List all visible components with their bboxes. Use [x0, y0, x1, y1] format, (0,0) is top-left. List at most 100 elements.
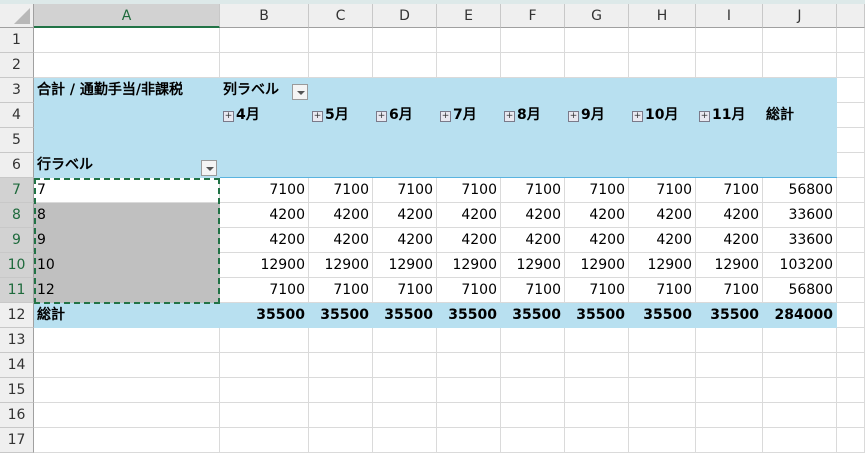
- cell[interactable]: [629, 53, 696, 78]
- cell[interactable]: [437, 28, 501, 53]
- cell[interactable]: [565, 78, 629, 103]
- pivot-column-total[interactable]: 35500: [696, 303, 763, 328]
- pivot-column-total[interactable]: 35500: [220, 303, 309, 328]
- pivot-value[interactable]: 12900: [565, 253, 629, 278]
- pivot-value[interactable]: 4200: [696, 203, 763, 228]
- cell[interactable]: [437, 78, 501, 103]
- column-labels-filter-dropdown[interactable]: [292, 84, 308, 100]
- cell[interactable]: [696, 53, 763, 78]
- row-header-8[interactable]: 8: [0, 203, 34, 228]
- pivot-value[interactable]: 7100: [501, 278, 565, 303]
- cell[interactable]: [220, 428, 309, 453]
- expand-icon[interactable]: +: [568, 111, 579, 122]
- cell[interactable]: [309, 378, 373, 403]
- row-header-7[interactable]: 7: [0, 178, 34, 203]
- column-header-J[interactable]: J: [763, 4, 837, 28]
- pivot-month-header[interactable]: +11月: [696, 103, 763, 128]
- row-header-3[interactable]: 3: [0, 78, 34, 103]
- pivot-value[interactable]: 4200: [373, 203, 437, 228]
- cell[interactable]: [837, 303, 865, 328]
- cell[interactable]: [629, 428, 696, 453]
- cell[interactable]: [437, 428, 501, 453]
- pivot-value[interactable]: 7100: [373, 178, 437, 203]
- cell[interactable]: [437, 53, 501, 78]
- pivot-month-header[interactable]: +5月: [309, 103, 373, 128]
- cell[interactable]: [565, 428, 629, 453]
- cell[interactable]: [309, 153, 373, 178]
- cell[interactable]: [565, 378, 629, 403]
- pivot-month-header[interactable]: +8月: [501, 103, 565, 128]
- cell[interactable]: [34, 353, 220, 378]
- cell[interactable]: [837, 278, 865, 303]
- cell[interactable]: [763, 353, 837, 378]
- row-header-12[interactable]: 12: [0, 303, 34, 328]
- pivot-value[interactable]: 7100: [629, 178, 696, 203]
- cell[interactable]: [763, 328, 837, 353]
- pivot-column-total[interactable]: 35500: [629, 303, 696, 328]
- pivot-grand-total-label[interactable]: 総計: [34, 303, 220, 328]
- pivot-value[interactable]: 4200: [501, 228, 565, 253]
- cell[interactable]: [629, 378, 696, 403]
- row-header-15[interactable]: 15: [0, 378, 34, 403]
- pivot-value[interactable]: 4200: [565, 228, 629, 253]
- cell[interactable]: [501, 403, 565, 428]
- cell[interactable]: [309, 78, 373, 103]
- cell[interactable]: [696, 403, 763, 428]
- pivot-value[interactable]: 12900: [309, 253, 373, 278]
- cell[interactable]: [437, 378, 501, 403]
- column-header-E[interactable]: E: [437, 4, 501, 28]
- pivot-column-total[interactable]: 35500: [373, 303, 437, 328]
- pivot-row-key[interactable]: 9: [34, 228, 220, 253]
- cell[interactable]: [763, 378, 837, 403]
- expand-icon[interactable]: +: [632, 111, 643, 122]
- cell[interactable]: [565, 28, 629, 53]
- cell[interactable]: [309, 403, 373, 428]
- cell[interactable]: [696, 128, 763, 153]
- pivot-month-header[interactable]: +4月: [220, 103, 309, 128]
- column-header-C[interactable]: C: [309, 4, 373, 28]
- pivot-value[interactable]: 4200: [629, 228, 696, 253]
- column-header-G[interactable]: G: [565, 4, 629, 28]
- cell[interactable]: [220, 28, 309, 53]
- row-header-11[interactable]: 11: [0, 278, 34, 303]
- column-header-D[interactable]: D: [373, 4, 437, 28]
- cell[interactable]: [34, 53, 220, 78]
- cell[interactable]: [220, 153, 309, 178]
- cell[interactable]: [565, 328, 629, 353]
- cell[interactable]: [220, 353, 309, 378]
- pivot-value[interactable]: 7100: [565, 178, 629, 203]
- cell[interactable]: [629, 403, 696, 428]
- row-header-17[interactable]: 17: [0, 428, 34, 453]
- cell[interactable]: [501, 328, 565, 353]
- column-header-F[interactable]: F: [501, 4, 565, 28]
- cell[interactable]: [501, 378, 565, 403]
- expand-icon[interactable]: +: [223, 111, 234, 122]
- cell[interactable]: [837, 203, 865, 228]
- pivot-value[interactable]: 7100: [696, 178, 763, 203]
- pivot-value[interactable]: 7100: [220, 278, 309, 303]
- pivot-value[interactable]: 7100: [437, 278, 501, 303]
- cell[interactable]: [373, 78, 437, 103]
- cell[interactable]: [501, 128, 565, 153]
- cell[interactable]: [837, 178, 865, 203]
- cell[interactable]: [34, 328, 220, 353]
- expand-icon[interactable]: +: [699, 111, 710, 122]
- expand-icon[interactable]: +: [504, 111, 515, 122]
- pivot-value[interactable]: 4200: [629, 203, 696, 228]
- pivot-month-header[interactable]: +9月: [565, 103, 629, 128]
- cell[interactable]: [309, 28, 373, 53]
- pivot-column-total[interactable]: 35500: [309, 303, 373, 328]
- row-header-6[interactable]: 6: [0, 153, 34, 178]
- pivot-row-key[interactable]: 12: [34, 278, 220, 303]
- cell[interactable]: [696, 78, 763, 103]
- cell[interactable]: [34, 378, 220, 403]
- pivot-value-field[interactable]: 合計 / 通勤手当/非課税: [34, 78, 220, 103]
- pivot-month-header[interactable]: +7月: [437, 103, 501, 128]
- cell[interactable]: [501, 353, 565, 378]
- row-header-9[interactable]: 9: [0, 228, 34, 253]
- pivot-month-header[interactable]: +10月: [629, 103, 696, 128]
- cell[interactable]: [309, 428, 373, 453]
- cell[interactable]: [501, 28, 565, 53]
- row-labels-filter-dropdown[interactable]: [201, 160, 217, 176]
- row-header-1[interactable]: 1: [0, 28, 34, 53]
